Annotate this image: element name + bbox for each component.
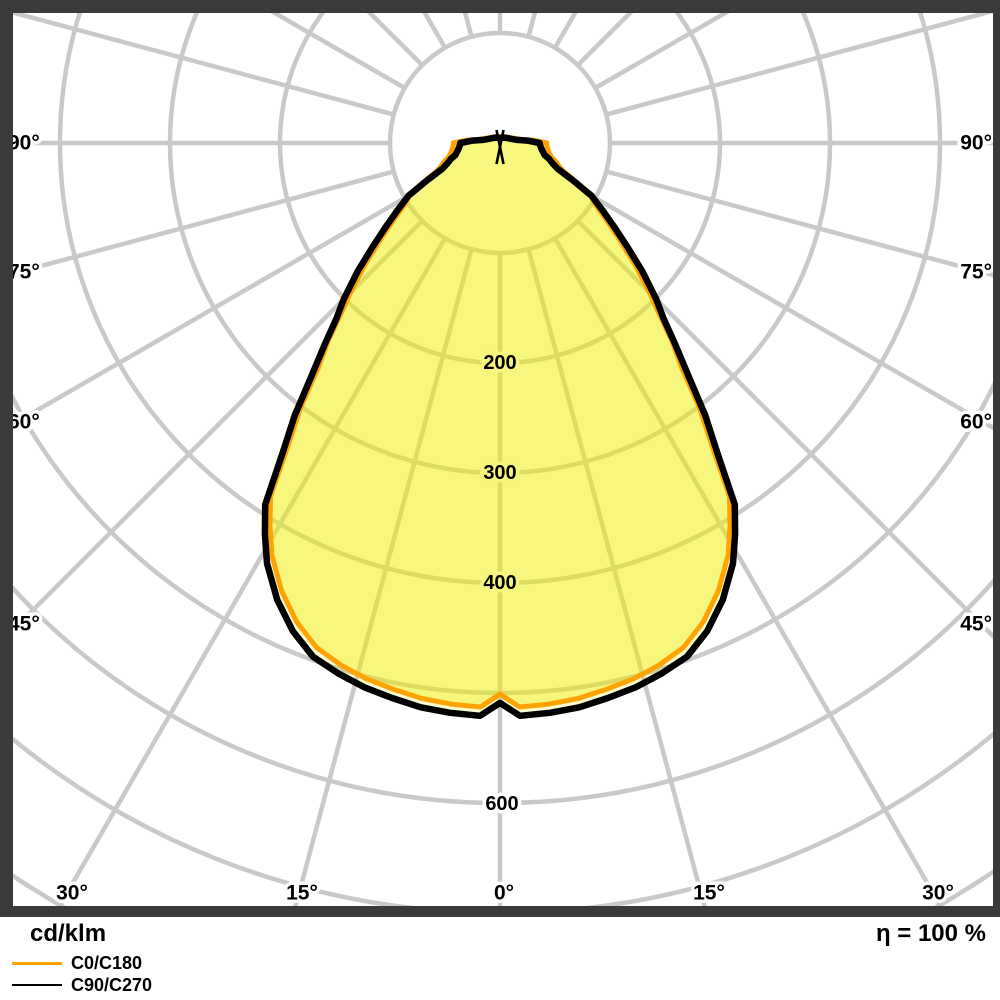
angle-label-90: 90°: [960, 132, 992, 155]
grid-radial-120: [594, 13, 730, 90]
angle-label-90: 90°: [8, 132, 40, 155]
angle-label-60: 60°: [8, 411, 40, 434]
angle-label-45: 45°: [8, 613, 40, 636]
angle-label-75: 75°: [8, 261, 40, 284]
angle-label-30: 30°: [56, 882, 88, 905]
ring-label-200: 200: [483, 352, 516, 374]
grid-radial-300: [13, 196, 406, 427]
fill-c0-c180: [270, 136, 730, 708]
efficiency-label: η = 100 %: [875, 920, 986, 947]
angle-label-60: 60°: [960, 411, 992, 434]
legend-item-c90-c270: C90/C270: [12, 975, 153, 995]
ring-label-400: 400: [483, 572, 516, 594]
frame-border-left: [0, 0, 13, 917]
grid-radial-315: [13, 219, 424, 634]
grid-radial-240: [270, 13, 406, 90]
ring-label-300: 300: [483, 462, 516, 484]
curve-c90-c270: [261, 134, 739, 720]
grid-radial-45: [576, 219, 993, 640]
frame-border-bottom: [0, 906, 1000, 917]
legend-label: C90/C270: [71, 975, 153, 995]
fill-c90-c270: [264, 137, 736, 716]
frame-border-right: [993, 0, 1000, 917]
angle-label-0: 0°: [494, 882, 514, 905]
grid-radial-15: [526, 248, 707, 906]
grid-radial-75: [605, 169, 993, 278]
grid-radial-285: [13, 169, 395, 276]
grid-radial-30: [553, 237, 944, 906]
angle-label-15: 15°: [286, 882, 318, 905]
angle-label-30: 30°: [922, 882, 954, 905]
grid-radial-330: [56, 237, 447, 906]
unit-label: cd/klm: [30, 920, 107, 947]
legend-label: C0/C180: [71, 953, 143, 973]
grid-radial-345: [293, 248, 474, 906]
legend-item-c0-c180: C0/C180: [12, 953, 143, 973]
grid-radial-60: [594, 196, 993, 431]
legend-line-swatch-orange: [12, 961, 62, 965]
legend-line-swatch-black: [12, 984, 62, 986]
angle-label-45: 45°: [960, 613, 992, 636]
angle-label-75: 75°: [960, 261, 992, 284]
ring-label-600: 600: [485, 793, 518, 815]
angle-label-15: 15°: [693, 882, 725, 905]
frame-border-top: [0, 0, 1000, 13]
grid-radial-255: [13, 13, 395, 117]
grid-radial-105: [605, 13, 993, 117]
apex-spike: [495, 129, 505, 165]
